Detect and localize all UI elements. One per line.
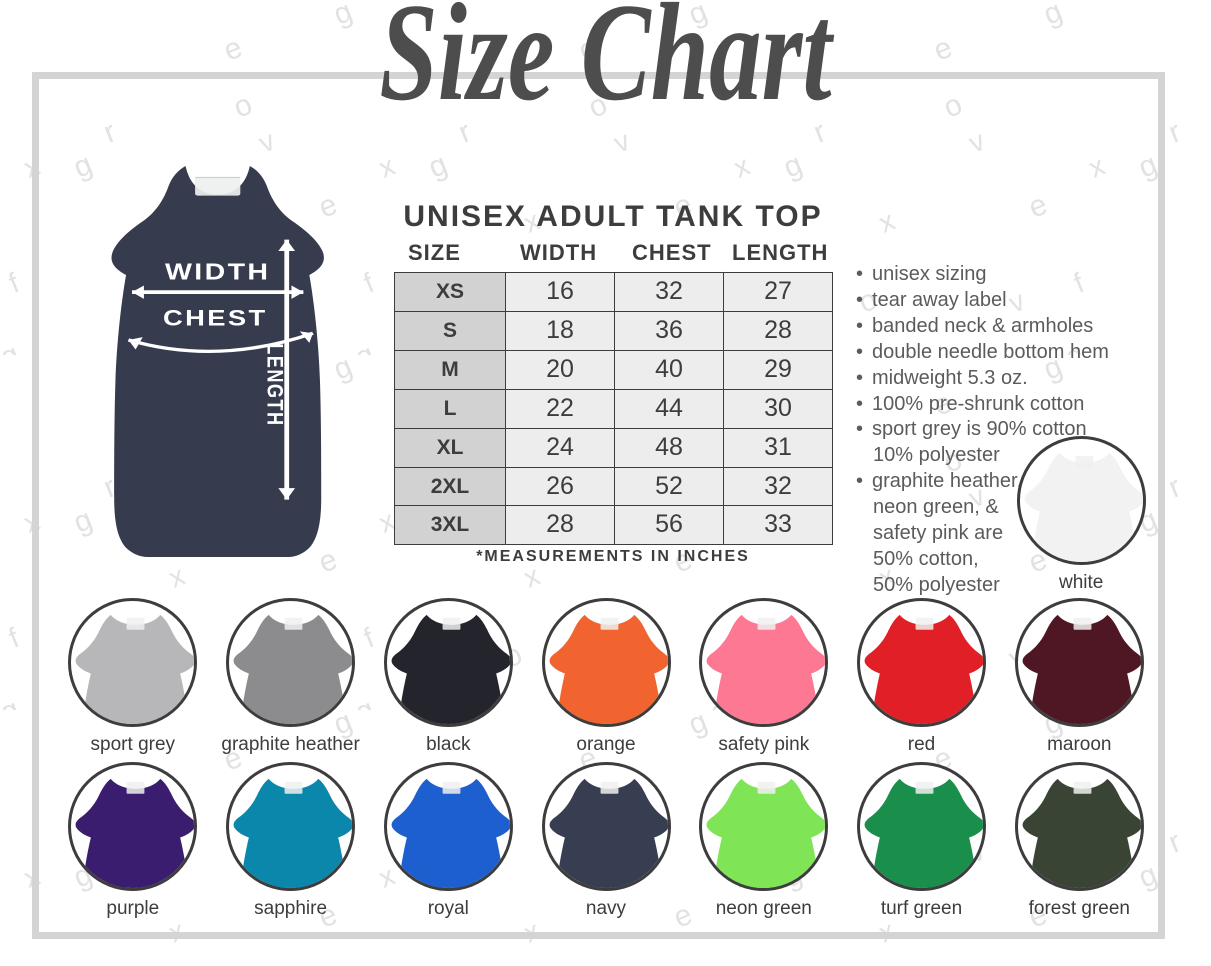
svg-text:WIDTH: WIDTH (165, 260, 270, 285)
svg-text:CHEST: CHEST (163, 307, 268, 331)
svg-text:LENGTH: LENGTH (262, 343, 287, 426)
